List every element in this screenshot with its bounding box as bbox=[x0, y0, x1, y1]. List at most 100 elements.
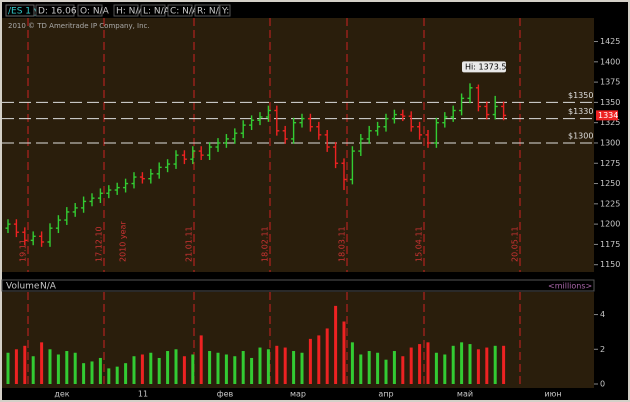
volume-bar bbox=[485, 347, 489, 384]
volume-bar bbox=[476, 349, 480, 384]
volume-bar bbox=[275, 345, 279, 384]
volume-bar bbox=[468, 344, 472, 384]
header-field: H: N/A bbox=[116, 7, 145, 17]
x-tick-label: апр bbox=[378, 390, 393, 399]
volume-bar bbox=[258, 347, 262, 384]
y-tick-label: 2 bbox=[600, 345, 605, 354]
volume-bar bbox=[182, 356, 186, 384]
header-box bbox=[140, 4, 166, 17]
x-tick-label: дек bbox=[54, 390, 69, 399]
volume-bar bbox=[266, 349, 270, 384]
volume-bar bbox=[300, 352, 304, 384]
date-label: 15.04.11 bbox=[415, 226, 424, 262]
volume-bar bbox=[157, 357, 161, 384]
volume-bar bbox=[216, 352, 220, 384]
volume-bar bbox=[82, 363, 86, 384]
header-field: Y: bbox=[221, 7, 229, 17]
volume-bar bbox=[434, 352, 438, 384]
date-label: 2010 year bbox=[119, 221, 128, 262]
volume-bar bbox=[460, 342, 464, 384]
volume-bar bbox=[115, 366, 119, 384]
volume-bar bbox=[48, 349, 52, 384]
volume-bar bbox=[140, 354, 144, 384]
y-tick-label: 0 bbox=[600, 380, 605, 389]
x-tick-label: май bbox=[457, 390, 473, 399]
date-label: 20.05.11 bbox=[511, 226, 520, 262]
volume-bar bbox=[502, 345, 506, 384]
x-tick-label: июн bbox=[544, 390, 561, 399]
y-tick-label: 1350 bbox=[600, 98, 620, 107]
y-tick-label: 1375 bbox=[600, 78, 620, 87]
header-box bbox=[194, 4, 220, 17]
header-field: D: 16.06.11 bbox=[38, 7, 91, 17]
date-label: 18.02.11 bbox=[261, 226, 270, 262]
x-tick-label: фев bbox=[217, 390, 234, 399]
volume-unit: <millions> bbox=[548, 282, 592, 291]
volume-bar bbox=[292, 351, 296, 384]
volume-bar bbox=[317, 335, 321, 384]
header-field: R: N/A bbox=[197, 7, 226, 17]
date-label: 17.12.10 bbox=[95, 226, 104, 262]
high-annotation: Hi: 1373.5 bbox=[465, 62, 506, 71]
y-tick-label: 1200 bbox=[600, 220, 620, 229]
volume-bar bbox=[174, 349, 178, 384]
volume-bar bbox=[426, 342, 430, 384]
volume-bar bbox=[233, 356, 237, 384]
level-label: $1330 bbox=[568, 107, 593, 116]
volume-bar bbox=[124, 363, 128, 384]
header-box bbox=[77, 4, 103, 17]
volume-bar bbox=[250, 357, 254, 384]
volume-bar bbox=[443, 354, 447, 384]
volume-header bbox=[1, 279, 595, 292]
volume-bar bbox=[350, 342, 354, 384]
header-field: C: N/A bbox=[170, 7, 199, 17]
header-box bbox=[219, 4, 231, 17]
date-label: 18.03.11 bbox=[338, 226, 347, 262]
symbol[interactable]: /ES 1 y 0 bbox=[8, 7, 48, 17]
y-tick-label: 1300 bbox=[600, 138, 620, 147]
volume-bar bbox=[132, 356, 136, 384]
volume-bar bbox=[191, 354, 195, 384]
y-tick-label: 4 bbox=[600, 310, 605, 319]
level-label: $1300 bbox=[568, 131, 593, 140]
volume-bar bbox=[14, 349, 18, 384]
header-box bbox=[113, 4, 139, 17]
header-box bbox=[167, 4, 193, 17]
volume-bar bbox=[224, 354, 228, 384]
y-tick-label: 1175 bbox=[600, 240, 620, 249]
y-tick-label: 1425 bbox=[600, 37, 620, 46]
volume-value: N/A bbox=[40, 282, 57, 292]
y-tick-label: 1275 bbox=[600, 159, 620, 168]
annotation-box bbox=[462, 61, 506, 73]
date-label: 21.01.11 bbox=[185, 226, 194, 262]
copyright: 2010 © TD Ameritrade IP Company, Inc. bbox=[8, 22, 150, 30]
volume-bar bbox=[98, 357, 102, 384]
header-field: L: N/A bbox=[143, 7, 171, 17]
volume-title: Volume bbox=[6, 282, 40, 292]
volume-bar bbox=[166, 351, 170, 384]
y-tick-label: 1250 bbox=[600, 179, 620, 188]
x-tick-label: мар bbox=[290, 390, 306, 399]
volume-bar bbox=[342, 321, 346, 384]
volume-bar bbox=[6, 352, 10, 384]
y-tick-label: 1150 bbox=[600, 260, 620, 269]
volume-bar bbox=[283, 347, 287, 384]
volume-bar bbox=[40, 342, 44, 384]
volume-bar bbox=[208, 351, 212, 384]
volume-bar bbox=[359, 354, 363, 384]
volume-bar bbox=[199, 335, 203, 384]
header-field: O: N/A bbox=[80, 7, 110, 17]
volume-bar bbox=[23, 345, 27, 384]
volume-bar bbox=[334, 305, 338, 384]
volume-bar bbox=[401, 356, 405, 384]
volume-bar bbox=[367, 351, 371, 384]
y-tick-label: 1225 bbox=[600, 199, 620, 208]
symbol-box[interactable] bbox=[5, 4, 35, 17]
volume-bar bbox=[56, 354, 60, 384]
y-tick-label: 1325 bbox=[600, 118, 620, 127]
volume-bar bbox=[384, 359, 388, 384]
volume-bar bbox=[107, 368, 111, 384]
y-tick-label: 1400 bbox=[600, 57, 620, 66]
volume-bar bbox=[392, 351, 396, 384]
